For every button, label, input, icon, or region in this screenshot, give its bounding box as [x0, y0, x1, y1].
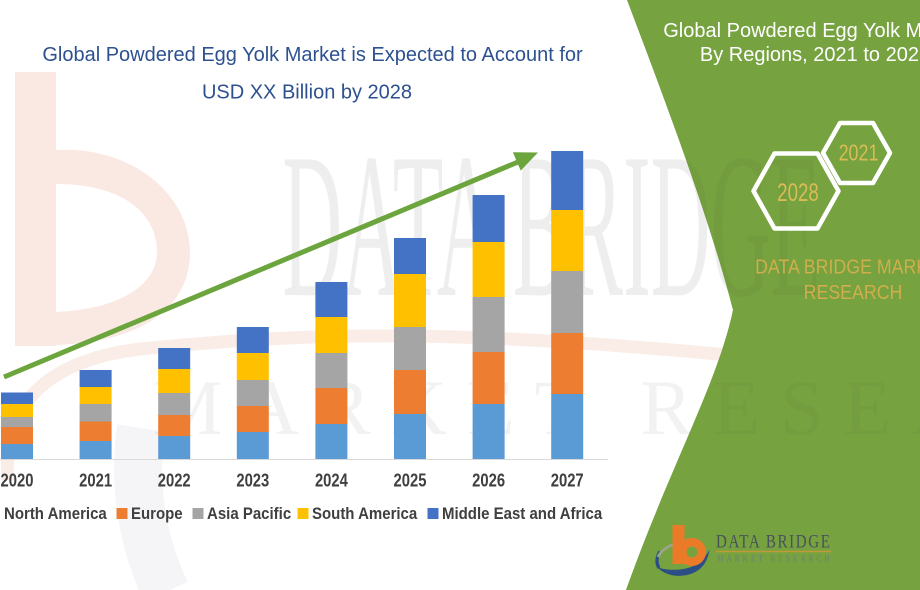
- svg-text:2021: 2021: [839, 141, 879, 167]
- svg-text:DATA BRIDGE: DATA BRIDGE: [716, 531, 832, 552]
- svg-text:2024: 2024: [315, 470, 349, 491]
- svg-text:MARKET RESEARCH: MARKET RESEARCH: [153, 364, 920, 451]
- svg-text:Europe: Europe: [131, 505, 183, 523]
- svg-text:2026: 2026: [472, 470, 505, 491]
- svg-text:By Regions, 2021 to 2028: By Regions, 2021 to 2028: [700, 44, 920, 66]
- svg-text:2028: 2028: [777, 178, 819, 206]
- svg-text:Global Powdered Egg Yolk Marke: Global Powdered Egg Yolk Market is Expec…: [42, 44, 583, 66]
- svg-text:2021: 2021: [79, 470, 112, 491]
- svg-text:2022: 2022: [158, 470, 191, 491]
- svg-text:MARKET RESEARCH: MARKET RESEARCH: [717, 554, 833, 564]
- svg-text:DATA BRIDGE MARKET: DATA BRIDGE MARKET: [755, 257, 920, 279]
- svg-text:Middle East and Africa: Middle East and Africa: [442, 505, 602, 523]
- svg-text:2020: 2020: [1, 470, 34, 491]
- svg-text:North America: North America: [4, 505, 107, 523]
- svg-text:Global Powdered Egg Yolk Marke: Global Powdered Egg Yolk Market: [663, 20, 920, 42]
- svg-text:2025: 2025: [394, 470, 427, 491]
- svg-text:USD XX Billion by 2028: USD XX Billion by 2028: [202, 82, 412, 104]
- svg-text:Asia Pacific: Asia Pacific: [207, 505, 291, 523]
- svg-text:South America: South America: [312, 505, 418, 523]
- svg-text:2023: 2023: [236, 470, 269, 491]
- svg-text:RESEARCH: RESEARCH: [804, 282, 903, 304]
- svg-text:2027: 2027: [551, 470, 584, 491]
